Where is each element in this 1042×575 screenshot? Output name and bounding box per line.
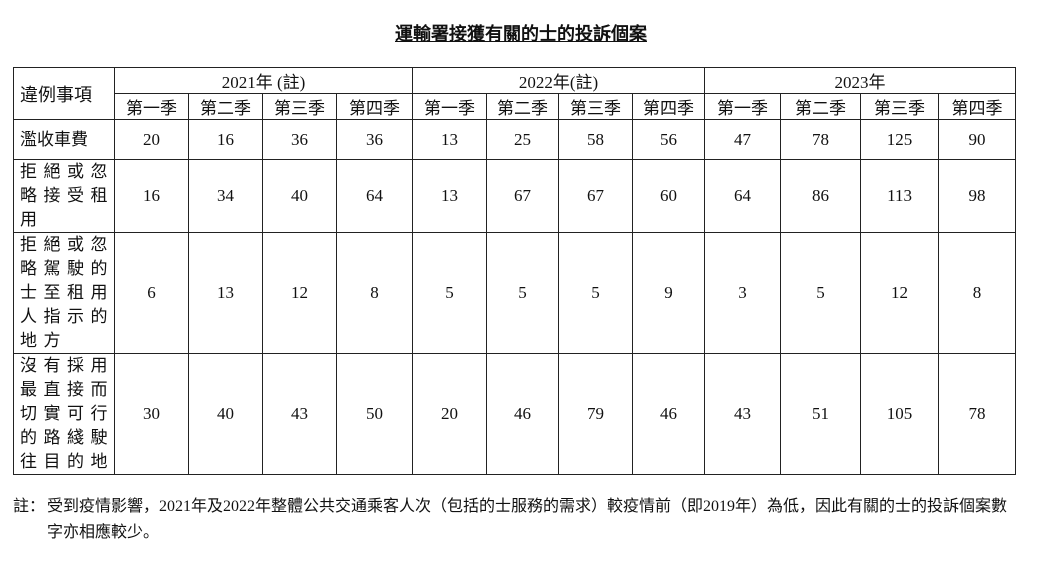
cell-value: 13 — [412, 159, 488, 233]
cell-value: 8 — [938, 232, 1017, 354]
complaints-table: 違例事項 2021年 (註) 2022年(註) 2023年 第一季 第二季 第三季第… — [13, 67, 1017, 475]
cell-value: 105 — [860, 353, 940, 475]
cell-value: 3 — [704, 232, 782, 354]
cell-value: 34 — [188, 159, 263, 233]
cell-value: 40 — [188, 353, 263, 475]
cell-value: 78 — [938, 353, 1017, 475]
cell-value: 36 — [262, 119, 337, 160]
cell-value: 67 — [486, 159, 560, 233]
cell-value: 5 — [780, 232, 862, 354]
cell-value: 5 — [558, 232, 634, 354]
cell-value: 13 — [188, 232, 263, 354]
table-row: 沒有採用最直接而切實可行的路綫駛往目的地 30 40 43 50 20 46 79 46 43 51… — [13, 353, 1017, 475]
cell-value: 6 — [114, 232, 189, 354]
header-quarter: 第四季 — [938, 93, 1017, 120]
cell-value: 58 — [558, 119, 634, 160]
cell-value: 43 — [704, 353, 782, 475]
header-year: 2023年 — [704, 67, 1017, 94]
table-row: 拒絕或忽略接受租用 16 34 40 64 13 67 67 60 64 86 113 98 — [13, 159, 1017, 233]
header-quarter: 第二季 — [486, 93, 560, 120]
header-quarter: 第三季 — [558, 93, 634, 120]
cell-value: 46 — [632, 353, 706, 475]
cell-value: 56 — [632, 119, 706, 160]
row-label: 濫收車費 — [13, 119, 115, 160]
footnote-text: 受到疫情影響，2021年及2022年整體公共交通乘客人次（包括的士服務的需求）較… — [47, 498, 1008, 541]
header-year: 2022年(註) — [412, 67, 706, 94]
cell-value: 40 — [262, 159, 337, 233]
cell-value: 5 — [412, 232, 488, 354]
cell-value: 51 — [780, 353, 862, 475]
cell-value: 30 — [114, 353, 189, 475]
footnote-label: 註： — [13, 498, 46, 515]
cell-value: 86 — [780, 159, 862, 233]
header-quarter: 第一季 — [704, 93, 782, 120]
row-label: 沒有採用最直接而切實可行的路綫駛往目的地 — [13, 353, 115, 475]
cell-value: 78 — [780, 119, 862, 160]
cell-value: 8 — [335, 232, 414, 354]
row-label: 拒絕或忽略駕駛的士至租用人指示的地方 — [13, 232, 115, 354]
cell-value: 20 — [114, 119, 189, 160]
cell-value: 12 — [860, 232, 940, 354]
cell-value: 16 — [114, 159, 189, 233]
header-quarter: 第一季 — [114, 93, 189, 120]
table-row: 拒絕或忽略駕駛的士至租用人指示的地方 6 13 12 8 5 5 5 9 3 5 12 8 — [13, 232, 1017, 354]
cell-value: 90 — [938, 119, 1017, 160]
cell-value: 5 — [486, 232, 560, 354]
header-quarter: 第二季 — [188, 93, 263, 120]
cell-value: 43 — [262, 353, 337, 475]
cell-value: 25 — [486, 119, 560, 160]
cell-value: 67 — [558, 159, 634, 233]
cell-value: 125 — [860, 119, 940, 160]
cell-value: 46 — [486, 353, 560, 475]
cell-value: 13 — [412, 119, 488, 160]
footnote: 註： 受到疫情影響，2021年及2022年整體公共交通乘客人次（包括的士服務的需… — [13, 494, 1013, 546]
table-row: 濫收車費 20 16 36 36 13 25 58 56 47 78 125 90 — [13, 119, 1017, 160]
cell-value: 64 — [335, 159, 414, 233]
header-quarter: 第四季 — [632, 93, 706, 120]
header-violation: 違例事項 — [13, 67, 115, 120]
cell-value: 64 — [704, 159, 782, 233]
cell-value: 60 — [632, 159, 706, 233]
cell-value: 36 — [335, 119, 414, 160]
page-title: 運輸署接獲有關的士的投訴個案 — [395, 24, 647, 44]
cell-value: 113 — [860, 159, 940, 233]
cell-value: 9 — [632, 232, 706, 354]
header-year: 2021年 (註) — [113, 67, 414, 94]
cell-value: 20 — [412, 353, 488, 475]
cell-value: 47 — [704, 119, 782, 160]
cell-value: 12 — [262, 232, 337, 354]
header-quarter: 第一季 — [412, 93, 488, 120]
cell-value: 16 — [188, 119, 263, 160]
header-quarter: 第三季 — [262, 93, 337, 120]
header-quarter: 第三季 — [860, 93, 940, 120]
cell-value: 98 — [938, 159, 1017, 233]
row-label: 拒絕或忽略接受租用 — [13, 159, 115, 233]
header-quarter: 第四季 — [335, 93, 414, 120]
cell-value: 79 — [558, 353, 634, 475]
header-quarter: 第二季 — [780, 93, 862, 120]
cell-value: 50 — [335, 353, 414, 475]
